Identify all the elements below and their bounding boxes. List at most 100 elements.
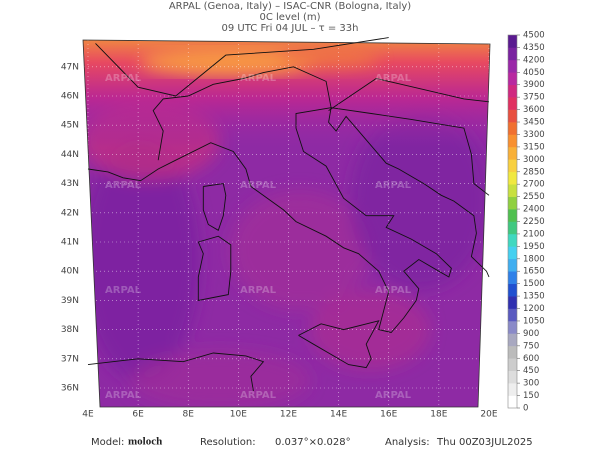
coastline	[298, 320, 380, 369]
colorbar-label: 3900	[523, 80, 545, 90]
colorbar-label: 450	[523, 366, 539, 376]
title: ARPAL (Genoa, Italy) – ISAC-CNR (Bologna…	[169, 1, 411, 12]
colorbar-label: 4200	[523, 55, 545, 65]
colorbar-swatch	[508, 233, 517, 247]
colorbar-swatch	[508, 209, 517, 222]
coastline	[87, 107, 490, 333]
colorbar-swatch	[508, 258, 517, 272]
colorbar-swatch	[508, 246, 517, 260]
lat-label: 36N	[61, 384, 79, 394]
coastlines	[87, 37, 490, 391]
colorbar-swatch	[508, 97, 517, 110]
colorbar-label: 4050	[523, 68, 545, 78]
colorbar-label: 900	[523, 329, 539, 339]
analysis-value: Thu 00Z03JUL2025	[436, 437, 533, 448]
colorbar-swatch	[508, 47, 517, 61]
colorbar-label: 2400	[523, 205, 545, 215]
coastline	[95, 37, 389, 97]
colorbar-label: 1200	[523, 304, 545, 314]
domain-border	[82, 39, 491, 408]
colorbar-label: 2550	[523, 192, 545, 202]
colorbar-swatch	[508, 122, 517, 135]
colorbar-label: 1800	[523, 254, 545, 264]
colorbar-label: 3600	[523, 105, 545, 115]
lon-label: 8E	[183, 410, 195, 420]
colorbar-swatch	[508, 345, 517, 359]
lat-label: 43N	[61, 179, 79, 189]
colorbar-swatch	[508, 146, 517, 160]
colorbar-swatch	[508, 333, 517, 347]
model-name: moloch	[128, 436, 162, 448]
analysis-label: Analysis:	[385, 437, 430, 448]
colorbar-label: 1650	[523, 267, 545, 277]
resolution-value: 0.037°×0.028°	[275, 437, 351, 448]
colorbar-swatch	[508, 109, 517, 123]
colorbar-swatch	[508, 383, 517, 396]
axes-labels: 4E 6E 8E 10E 12E 14E 16E 18E 20E 36N 37N 38N 39N 40N 4…	[61, 62, 498, 419]
colorbar-label: 300	[523, 379, 539, 389]
colorbar: 0 150 300 450 600 750 900 1050 1200 1350 1500 1650 1…	[507, 31, 545, 414]
colorbar-swatch	[508, 159, 517, 173]
colorbar-label: 1350	[523, 292, 545, 302]
lat-label: 40N	[61, 267, 79, 277]
colorbar-label: 750	[523, 341, 539, 351]
coastline	[328, 78, 490, 111]
colorbar-label: 0	[523, 404, 528, 414]
lon-label: 10E	[230, 410, 247, 420]
lat-label: 42N	[61, 208, 79, 218]
model-label: Model:	[91, 437, 124, 448]
lat-label: 38N	[61, 325, 79, 335]
watermark: ARPAL	[375, 180, 412, 191]
lat-label: 46N	[61, 92, 79, 102]
lon-label: 4E	[82, 410, 94, 420]
lon-label: 16E	[380, 410, 397, 420]
colorbar-label: 2250	[523, 217, 545, 227]
watermark: ARPAL	[105, 73, 142, 84]
colorbar-swatch	[508, 358, 517, 371]
lat-label: 47N	[61, 62, 79, 72]
colorbar-swatch	[508, 84, 517, 98]
colorbar-swatch	[508, 221, 517, 235]
lon-label: 20E	[480, 410, 497, 420]
colorbar-label: 2700	[523, 180, 545, 190]
colorbar-label: 600	[523, 354, 539, 364]
watermark: ARPAL	[105, 390, 142, 401]
map-field	[83, 40, 490, 407]
colorbar-swatch	[508, 72, 517, 86]
colorbar-label: 2850	[523, 167, 545, 177]
lat-label: 37N	[61, 354, 79, 364]
watermark: ARPAL	[240, 285, 277, 296]
colorbar-swatch	[508, 171, 517, 185]
colorbar-swatch	[508, 296, 517, 309]
colorbar-label: 3450	[523, 118, 545, 128]
colorbar-swatch	[508, 184, 517, 197]
colorbar-swatch	[508, 134, 517, 148]
subtitle: 0C level (m)	[259, 12, 320, 23]
watermark: ARPAL	[240, 73, 277, 84]
lon-label: 14E	[330, 410, 347, 420]
colorbar-label: 3750	[523, 93, 545, 103]
colorbar-swatch	[508, 35, 517, 48]
watermark: ARPAL	[375, 285, 412, 296]
watermark: ARPAL	[375, 390, 412, 401]
colorbar-swatch	[508, 271, 517, 284]
coastline	[202, 183, 227, 231]
lat-label: 41N	[61, 238, 79, 248]
colorbar-swatch	[508, 370, 517, 384]
colorbar-label: 3300	[523, 130, 545, 140]
lat-label: 39N	[61, 296, 79, 306]
colorbar-label: 2100	[523, 229, 545, 239]
colorbar-swatch	[508, 320, 517, 334]
colorbar-swatch	[508, 283, 517, 297]
watermark: ARPAL	[240, 390, 277, 401]
colorbar-label: 4350	[523, 43, 545, 53]
colorbar-label: 1950	[523, 242, 545, 252]
colorbar-swatch	[508, 59, 517, 73]
watermark: ARPAL	[105, 180, 142, 191]
colorbar-label: 3150	[523, 142, 545, 152]
colorbar-label: 3000	[523, 155, 545, 165]
colorbar-label: 1500	[523, 279, 545, 289]
colorbar-label: 1050	[523, 316, 545, 326]
run-info: 09 UTC Fri 04 JUL – τ = 33h	[222, 23, 359, 34]
